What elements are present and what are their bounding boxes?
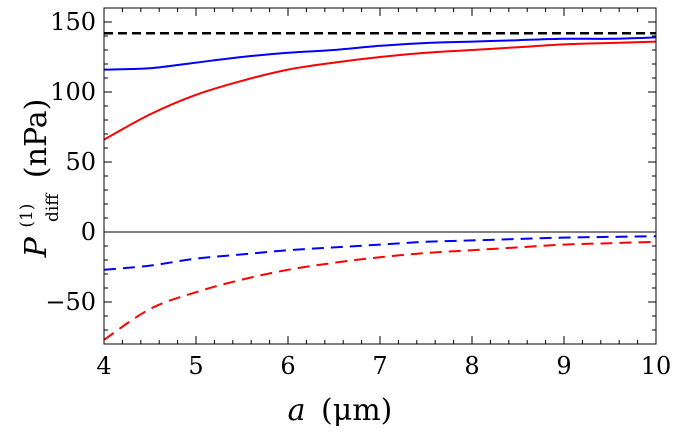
y-axis-superscript: (1) — [17, 204, 37, 228]
x-axis-symbol: a — [288, 393, 306, 428]
x-tick-labels: 4 5 6 7 8 9 10 — [96, 352, 671, 380]
y-axis-symbol: P — [19, 236, 54, 258]
ticks-layer — [103, 7, 657, 345]
y-tick-label: 0 — [81, 218, 96, 246]
series-line-0 — [104, 40, 656, 141]
series-line-3 — [104, 235, 656, 271]
series-layer — [104, 31, 656, 341]
series-line-1 — [104, 36, 656, 71]
y-axis-subscript: diff — [43, 192, 63, 222]
x-tick-label: 7 — [372, 352, 387, 380]
x-tick-label: 8 — [464, 352, 479, 380]
x-tick-label: 6 — [280, 352, 295, 380]
x-tick-label: 9 — [556, 352, 571, 380]
x-tick-label: 10 — [641, 352, 672, 380]
y-axis-label: P (1) diff (nPa) — [5, 99, 66, 259]
x-tick-label: 4 — [96, 352, 111, 380]
y-tick-labels: 0 50 100 150 −50 — [45, 8, 96, 316]
y-axis-unit: (nPa) — [19, 99, 54, 178]
y-tick-label: 50 — [65, 148, 96, 176]
x-axis-label: a (μm) — [288, 393, 393, 428]
series-line-4 — [104, 240, 656, 341]
plot-frame — [103, 7, 657, 345]
y-tick-label: 100 — [50, 78, 96, 106]
x-axis-unit: (μm) — [321, 393, 392, 428]
y-tick-label: −50 — [45, 288, 96, 316]
y-tick-label: 150 — [50, 8, 96, 36]
x-tick-label: 5 — [188, 352, 203, 380]
